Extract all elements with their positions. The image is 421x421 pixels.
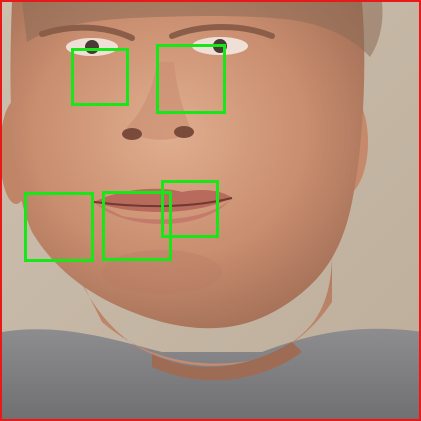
- face: [10, 2, 365, 329]
- region-box-left-eye: [71, 48, 129, 106]
- region-box-left-cheek: [24, 192, 94, 262]
- region-box-right-eye: [156, 44, 226, 114]
- lower-lip: [94, 198, 232, 224]
- collar-shadow: [152, 342, 302, 381]
- region-box-mouth-left: [102, 191, 172, 261]
- nose: [127, 62, 192, 140]
- left-nostril: [122, 128, 142, 140]
- right-nostril: [174, 126, 194, 138]
- right-eyebrow: [169, 24, 275, 39]
- chin: [102, 250, 222, 294]
- left-eyebrow: [39, 24, 135, 41]
- region-box-mouth-right: [161, 180, 219, 238]
- hair: [22, 2, 383, 57]
